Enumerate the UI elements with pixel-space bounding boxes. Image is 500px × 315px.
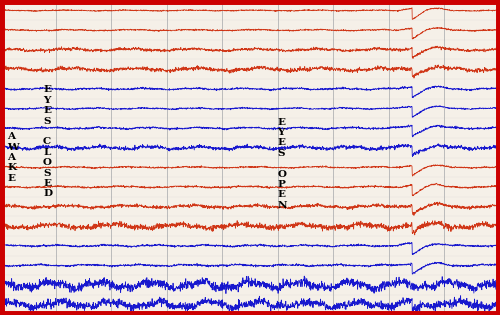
Text: E
Y
E
S
 
O
P
E
N: E Y E S O P E N bbox=[278, 118, 287, 210]
Text: E
Y
E
S
 
C
L
O
S
E
D: E Y E S C L O S E D bbox=[43, 85, 52, 198]
Text: A
W
A
K
E: A W A K E bbox=[7, 132, 19, 183]
